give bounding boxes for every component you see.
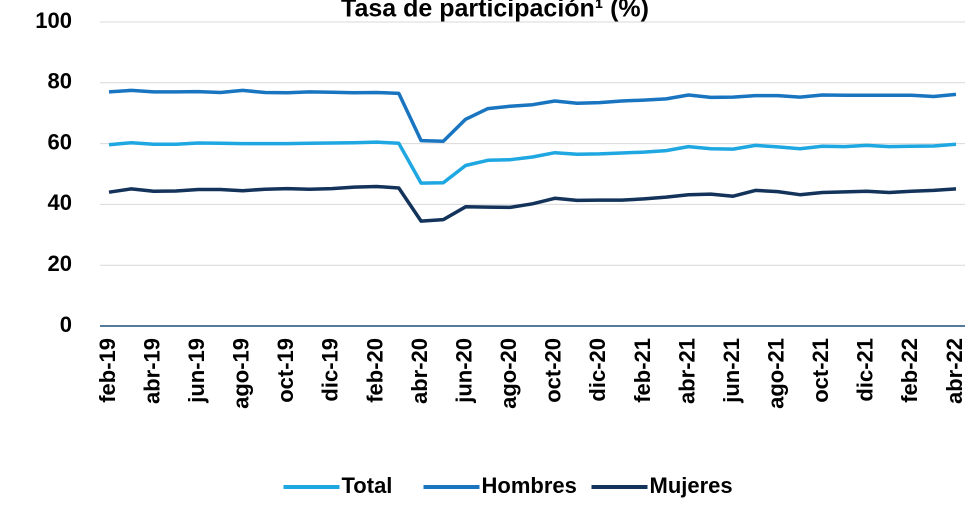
x-tick-label: feb-20: [362, 338, 387, 403]
x-tick-label: abr-21: [674, 338, 699, 404]
legend: Total Hombres Mujeres: [283, 473, 733, 498]
x-tick-label: ago-20: [496, 338, 521, 409]
x-tick-label: ago-19: [229, 338, 254, 409]
y-tick-label: 80: [48, 69, 72, 94]
chart-title: Tasa de participación¹ (%): [341, 0, 649, 23]
x-tick-label: jun-20: [451, 338, 476, 404]
x-tick-label: feb-21: [630, 338, 655, 403]
legend-label: Total: [342, 473, 393, 498]
line-series: [108, 184, 957, 223]
x-tick-label: feb-22: [897, 338, 922, 403]
y-tick-label: 100: [35, 8, 72, 33]
x-tick-label: jun-21: [719, 338, 744, 404]
x-tick-label: abr-20: [407, 338, 432, 404]
x-tick-label: oct-20: [541, 338, 566, 403]
y-tick-label: 60: [48, 129, 72, 154]
x-tick-label: dic-20: [585, 338, 610, 402]
x-tick-label: ago-21: [763, 338, 788, 409]
x-tick-label: oct-19: [273, 338, 298, 403]
x-tick-label: jun-19: [184, 338, 209, 404]
legend-label: Mujeres: [650, 473, 733, 498]
x-tick-label: feb-19: [95, 338, 120, 403]
y-tick-label: 20: [48, 251, 72, 276]
line-series: [108, 88, 957, 143]
y-tick-label: 40: [48, 190, 72, 215]
x-tick-label: abr-22: [942, 338, 967, 404]
x-tick-label: dic-19: [318, 338, 343, 402]
legend-label: Hombres: [482, 473, 577, 498]
x-tick-label: oct-21: [808, 338, 833, 403]
x-tick-label: dic-21: [853, 338, 878, 402]
x-tick-label: abr-19: [139, 338, 164, 404]
line-series: [108, 140, 957, 185]
y-tick-label: 0: [60, 312, 72, 337]
